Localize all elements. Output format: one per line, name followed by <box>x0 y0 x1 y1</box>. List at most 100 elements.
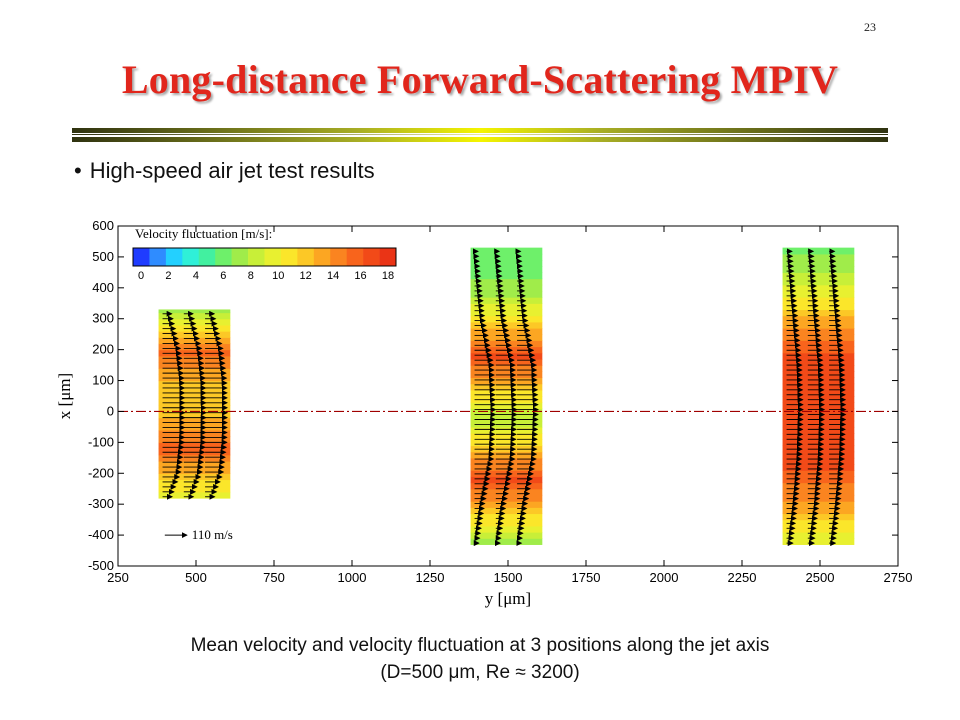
fluctuation-band <box>782 439 855 447</box>
fluctuation-band <box>782 377 855 385</box>
colorbar-swatch <box>313 248 331 266</box>
colorbar-swatch <box>297 248 315 266</box>
fluctuation-band <box>158 386 231 394</box>
velocity-vectors <box>162 248 847 547</box>
fluctuation-band <box>782 284 855 292</box>
fluctuation-band <box>782 519 855 527</box>
fluctuation-band <box>782 247 855 255</box>
fluctuation-band <box>782 414 855 422</box>
fluctuation-band <box>158 309 231 314</box>
fluctuation-band <box>470 507 543 515</box>
fluctuation-band <box>470 501 543 508</box>
fluctuation-band <box>158 405 231 413</box>
colorbar-swatch <box>330 248 347 266</box>
colorbar-swatch <box>149 248 167 266</box>
fluctuation-band <box>470 464 543 471</box>
y-tick-label: 0 <box>107 403 114 418</box>
fluctuation-band <box>158 436 231 443</box>
colorbar-tick-label: 12 <box>300 270 312 282</box>
x-tick-label: 1500 <box>494 570 523 585</box>
fluctuation-band <box>470 389 543 397</box>
fluctuation-band <box>782 328 855 335</box>
x-tick-label: 250 <box>107 570 129 585</box>
y-tick-label: -400 <box>88 527 114 542</box>
x-tick-label: 2000 <box>650 570 679 585</box>
fluctuation-band <box>158 355 231 363</box>
fluctuation-band <box>782 352 855 360</box>
fluctuation-band <box>782 464 855 471</box>
colorbar-swatch <box>165 248 183 266</box>
colorbar-tick-label: 18 <box>382 270 394 282</box>
bullet-dot-icon: • <box>74 158 82 183</box>
figure-caption: Mean velocity and velocity fluctuation a… <box>190 635 770 656</box>
colorbar-tick-label: 4 <box>193 270 199 282</box>
y-tick-label: 300 <box>92 311 114 326</box>
fluctuation-band <box>782 538 855 545</box>
colorbar-swatch <box>346 248 364 266</box>
y-axis-label: x [μm] <box>55 373 74 419</box>
figure-caption-params: (D=500 μm, Re ≈ 3200) <box>380 662 580 683</box>
fluctuation-band <box>158 392 231 400</box>
title-rule-thin <box>72 134 888 135</box>
fluctuation-band <box>470 538 543 545</box>
colorbar-label: Velocity fluctuation [m/s]: <box>135 226 272 241</box>
fluctuation-band <box>782 340 855 348</box>
y-tick-label: 600 <box>92 218 114 233</box>
fluctuation-band <box>470 278 543 286</box>
fluctuation-band <box>470 476 543 484</box>
axis-ticks: 250 500 750 1000 1250 1500 1750 2000 2250 2500 275… <box>88 218 912 585</box>
fluctuation-band <box>470 451 543 459</box>
x-tick-label: 2250 <box>728 570 757 585</box>
fluctuation-band <box>470 433 543 440</box>
fluctuation-band <box>470 358 543 366</box>
colorbar-tick-label: 2 <box>165 270 171 282</box>
x-axis-label: y [μm] <box>485 589 531 608</box>
fluctuation-band <box>470 365 543 372</box>
fluctuation-band <box>782 272 855 280</box>
fluctuation-band <box>782 315 855 323</box>
fluctuation-band <box>782 278 855 286</box>
colorbar-swatch <box>182 248 200 266</box>
y-tick-label: 200 <box>92 342 114 357</box>
colorbar-swatch <box>363 248 380 266</box>
colorbar: Velocity fluctuation [m/s]: 0 2 4 6 8 10 12 14 16… <box>132 226 397 282</box>
bullet-item: • High-speed air jet test results <box>74 158 375 184</box>
fluctuation-band <box>470 488 543 496</box>
y-tick-label: 400 <box>92 280 114 295</box>
colorbar-tick-label: 14 <box>327 270 339 282</box>
colorbar-swatch <box>215 248 232 266</box>
fluctuation-band <box>782 501 855 508</box>
x-tick-label: 2750 <box>884 570 913 585</box>
slide-title: Long-distance Forward-Scattering MPIV <box>121 57 839 102</box>
y-tick-label: -300 <box>88 496 114 511</box>
colorbar-swatch <box>379 248 397 266</box>
fluctuation-band <box>470 383 543 391</box>
x-tick-label: 1250 <box>416 570 445 585</box>
fluctuation-band <box>470 272 543 280</box>
fluctuation-band <box>470 260 543 267</box>
fluctuation-band <box>470 303 543 311</box>
fluctuation-band <box>158 442 231 450</box>
fluctuation-band <box>782 389 855 397</box>
reference-vector-label: 110 m/s <box>192 527 233 542</box>
fluctuation-band <box>470 408 543 416</box>
fluctuation-band <box>470 352 543 360</box>
fluctuation-band <box>782 297 855 304</box>
fluctuation-band <box>470 457 543 465</box>
x-tick-label: 1750 <box>572 570 601 585</box>
fluctuation-band <box>470 439 543 447</box>
colorbar-tick-label: 10 <box>272 270 284 282</box>
fluctuation-band <box>470 284 543 292</box>
x-tick-label: 500 <box>185 570 207 585</box>
fluctuation-band <box>782 525 855 533</box>
colorbar-swatch <box>264 248 282 266</box>
fluctuation-band <box>782 290 855 298</box>
fluctuation-band <box>470 315 543 323</box>
fluctuation-band <box>470 519 543 527</box>
x-tick-label: 2500 <box>806 570 835 585</box>
fluctuation-band <box>782 426 855 434</box>
fluctuation-band <box>782 408 855 416</box>
fluctuation-band <box>470 532 543 539</box>
velocity-chart: 250 500 750 1000 1250 1500 1750 2000 2250 2500 275… <box>55 218 912 608</box>
fluctuation-band <box>158 454 231 462</box>
